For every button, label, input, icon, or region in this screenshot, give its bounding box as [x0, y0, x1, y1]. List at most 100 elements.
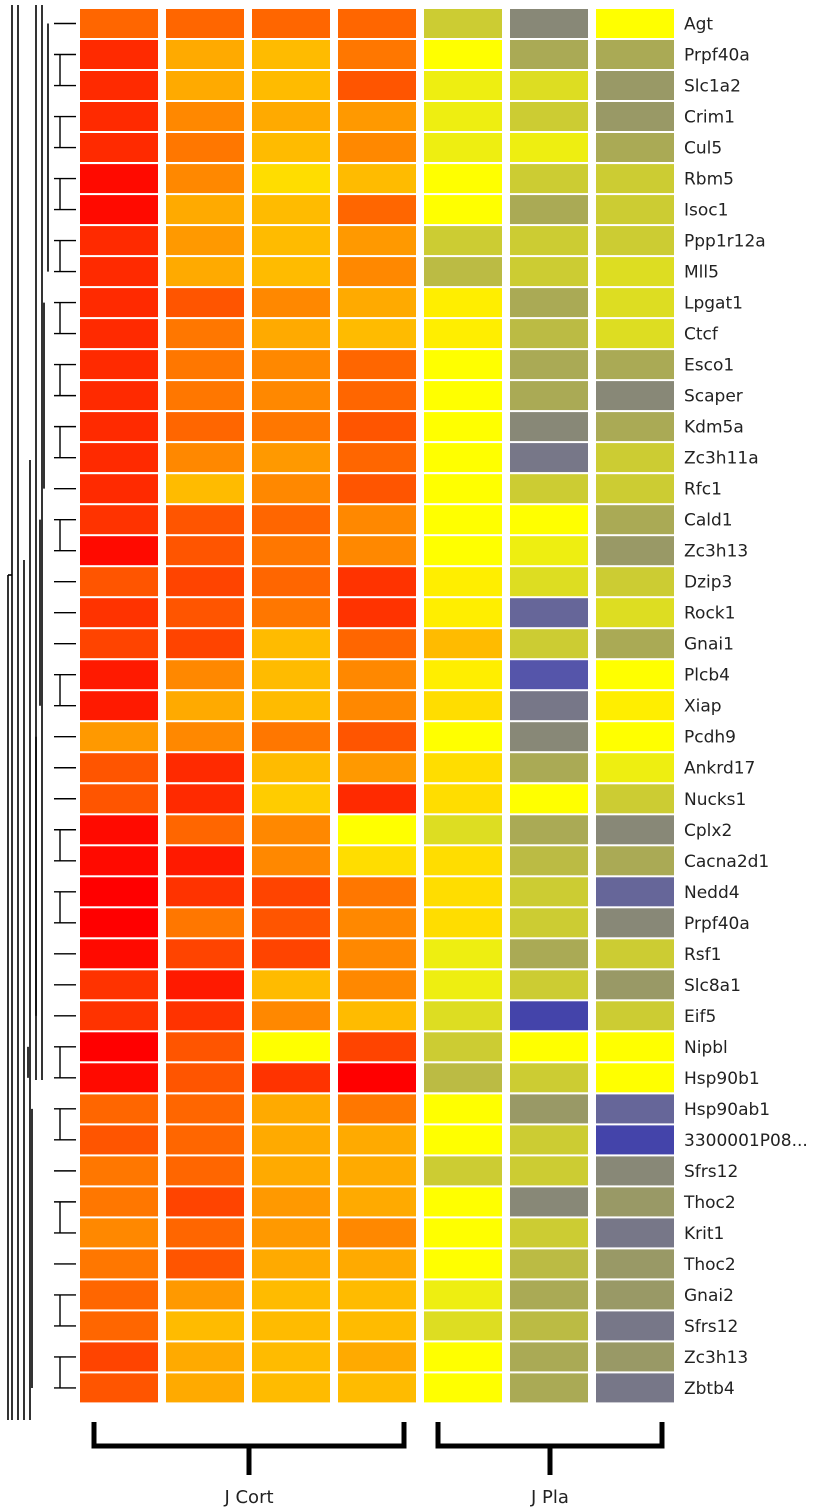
heatmap-cell-r23-c3: [252, 691, 330, 721]
heatmap-cell-r2-c3: [252, 40, 330, 69]
row-label: Slc8a1: [684, 976, 741, 996]
row-label: Nedd4: [684, 883, 740, 903]
heatmap-cell-r20-c1: [80, 598, 158, 628]
row-label: Isoc1: [684, 201, 728, 221]
heatmap-cell-r16-c1: [80, 474, 158, 504]
heatmap-cell-r6-c6: [510, 164, 588, 194]
heatmap-cell-r17-c4: [338, 505, 416, 535]
heatmap-cell-r10-c1: [80, 288, 158, 318]
heatmap-cell-r28-c4: [338, 846, 416, 876]
heatmap-cell-r20-c5: [424, 598, 502, 628]
heatmap-cell-r12-c4: [338, 350, 416, 380]
heatmap-cell-r32-c6: [510, 970, 588, 1000]
heatmap-cell-r37-c6: [510, 1125, 588, 1155]
heatmap-cell-r23-c5: [424, 691, 502, 721]
row-label: Slc1a2: [684, 77, 741, 97]
heatmap-cell-r24-c2: [166, 722, 244, 752]
heatmap-cell-r29-c3: [252, 877, 330, 907]
heatmap-cell-r44-c4: [338, 1342, 416, 1372]
heatmap-cell-r5-c5: [424, 133, 502, 162]
heatmap-cell-r18-c6: [510, 536, 588, 566]
heatmap-cell-r16-c6: [510, 474, 588, 504]
heatmap-cell-r40-c6: [510, 1218, 588, 1248]
heatmap-cell-r33-c1: [80, 1001, 158, 1031]
heatmap-cell-r7-c5: [424, 195, 502, 225]
row-label: Ppp1r12a: [684, 232, 766, 252]
heatmap-cell-r34-c3: [252, 1032, 330, 1062]
row-label: Eif5: [684, 1007, 716, 1027]
heatmap-cell-r28-c3: [252, 846, 330, 876]
heatmap-cell-r33-c2: [166, 1001, 244, 1031]
heatmap-cell-r41-c6: [510, 1249, 588, 1279]
heatmap-cell-r29-c4: [338, 877, 416, 907]
heatmap-cell-r34-c2: [166, 1032, 244, 1062]
heatmap-cell-r35-c1: [80, 1063, 158, 1093]
row-label: Sfrs12: [684, 1162, 738, 1182]
heatmap-cell-r16-c3: [252, 474, 330, 504]
heatmap-cell-r12-c6: [510, 350, 588, 380]
heatmap-cell-r41-c7: [596, 1249, 674, 1279]
heatmap-cell-r37-c5: [424, 1125, 502, 1155]
heatmap-cell-r12-c7: [596, 350, 674, 380]
heatmap-cell-r17-c6: [510, 505, 588, 535]
heatmap-cell-r21-c4: [338, 629, 416, 659]
heatmap-cell-r31-c4: [338, 939, 416, 969]
heatmap-cell-r31-c7: [596, 939, 674, 969]
heatmap-cell-r44-c1: [80, 1342, 158, 1372]
heatmap-cell-r30-c2: [166, 908, 244, 938]
heatmap-cell-r24-c5: [424, 722, 502, 752]
row-label: Pcdh9: [684, 728, 736, 748]
heatmap-cell-r38-c6: [510, 1156, 588, 1186]
heatmap-cell-r3-c1: [80, 71, 158, 100]
heatmap-cell-r44-c5: [424, 1342, 502, 1372]
heatmap-cell-r24-c3: [252, 722, 330, 752]
heatmap-cell-r3-c4: [338, 71, 416, 100]
heatmap-cell-r10-c3: [252, 288, 330, 318]
group-label: J Pla: [530, 1487, 569, 1508]
heatmap-cell-r22-c4: [338, 660, 416, 690]
heatmap-cell-r25-c1: [80, 753, 158, 783]
heatmap-cell-r35-c5: [424, 1063, 502, 1093]
heatmap-cell-r40-c5: [424, 1218, 502, 1248]
heatmap-cells: [80, 9, 674, 1403]
heatmap-cell-r45-c2: [166, 1373, 244, 1403]
heatmap-cell-r17-c5: [424, 505, 502, 535]
heatmap-cell-r11-c5: [424, 319, 502, 349]
heatmap-cell-r33-c6: [510, 1001, 588, 1031]
heatmap-cell-r20-c7: [596, 598, 674, 628]
heatmap-cell-r27-c7: [596, 815, 674, 845]
heatmap-cell-r33-c5: [424, 1001, 502, 1031]
row-labels: Agt Prpf40a Slc1a2 Crim1 Cul5 Rbm5 Isoc1 Ppp1r1…: [683, 15, 808, 1399]
heatmap-cell-r42-c3: [252, 1280, 330, 1310]
row-label: Gnai1: [684, 635, 734, 655]
heatmap-cell-r2-c5: [424, 40, 502, 69]
heatmap-cell-r3-c7: [596, 71, 674, 100]
row-label: Zbtb4: [684, 1379, 735, 1399]
heatmap-cell-r22-c7: [596, 660, 674, 690]
row-label: Esco1: [684, 356, 734, 376]
heatmap-cell-r19-c7: [596, 567, 674, 597]
row-label: Rock1: [684, 604, 735, 624]
heatmap-cell-r32-c1: [80, 970, 158, 1000]
column-group-brackets: J Cort J Pla: [91, 1422, 665, 1508]
heatmap-cell-r28-c1: [80, 846, 158, 876]
heatmap-cell-r41-c1: [80, 1249, 158, 1279]
heatmap-cell-r35-c3: [252, 1063, 330, 1093]
heatmap-cell-r20-c6: [510, 598, 588, 628]
row-label: Agt: [684, 15, 713, 35]
heatmap-cell-r4-c5: [424, 102, 502, 131]
heatmap-cell-r2-c1: [80, 40, 158, 69]
heatmap-cell-r2-c4: [338, 40, 416, 69]
heatmap-cell-r31-c1: [80, 939, 158, 969]
heatmap-cell-r45-c5: [424, 1373, 502, 1403]
heatmap-cell-r21-c3: [252, 629, 330, 659]
heatmap-cell-r38-c7: [596, 1156, 674, 1186]
heatmap-cell-r45-c1: [80, 1373, 158, 1403]
heatmap-cell-r28-c6: [510, 846, 588, 876]
heatmap-cell-r16-c7: [596, 474, 674, 504]
heatmap-cell-r17-c1: [80, 505, 158, 535]
heatmap-cell-r10-c7: [596, 288, 674, 318]
heatmap-cell-r10-c6: [510, 288, 588, 318]
row-label: Krit1: [684, 1224, 724, 1244]
row-label: Thoc2: [683, 1255, 736, 1275]
